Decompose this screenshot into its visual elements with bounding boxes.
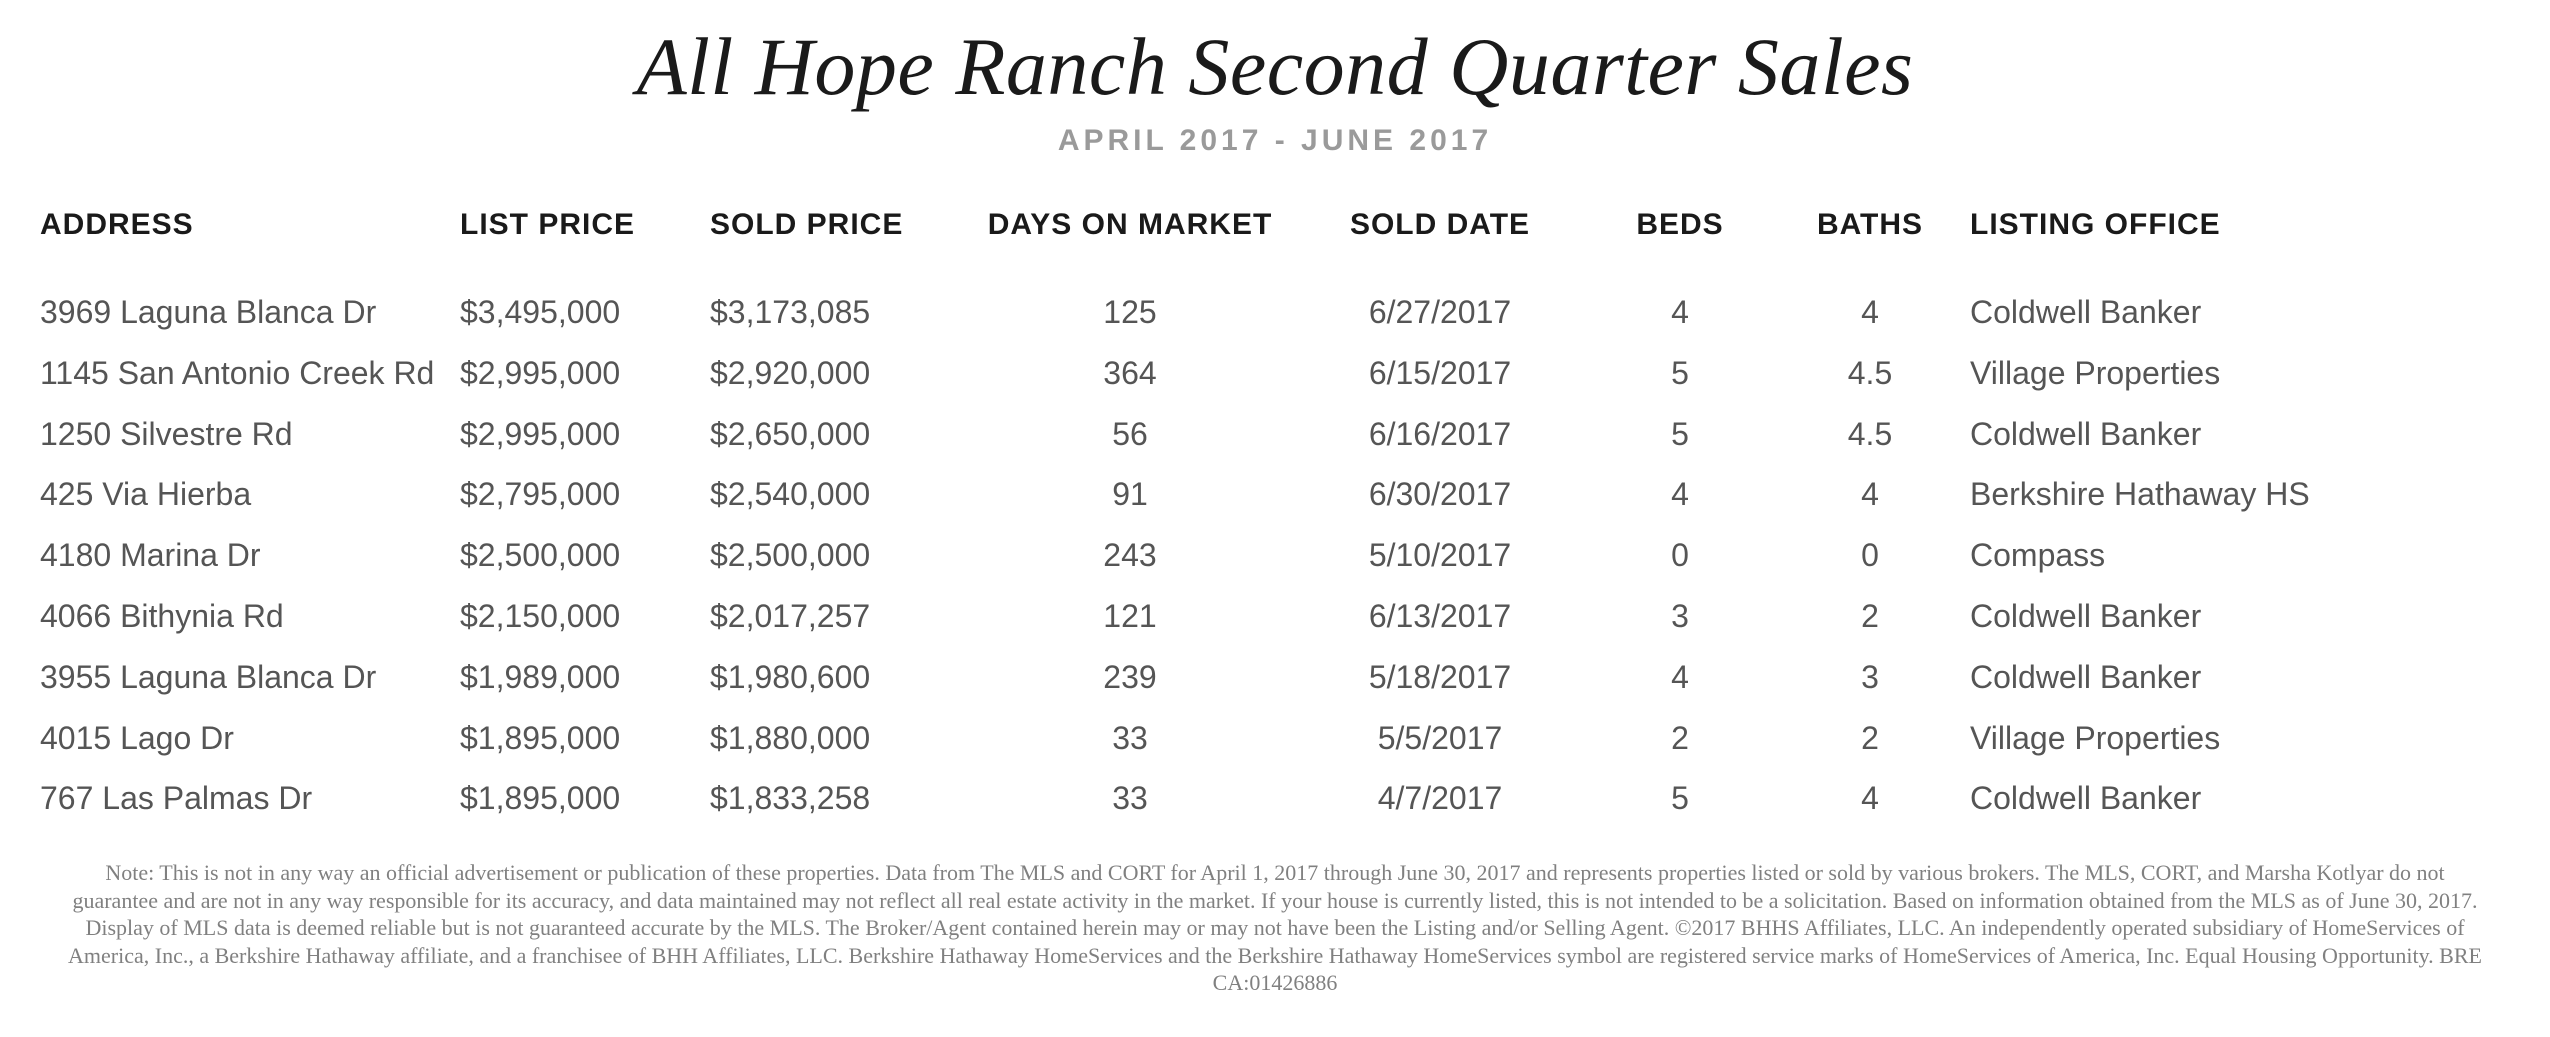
cell-list-price: $1,895,000 [460, 768, 710, 829]
cell-office: Coldwell Banker [1970, 586, 2510, 647]
cell-dom: 33 [970, 768, 1290, 829]
cell-address: 3955 Laguna Blanca Dr [40, 647, 460, 708]
cell-baths: 4 [1770, 464, 1970, 525]
cell-beds: 4 [1590, 282, 1770, 343]
cell-address: 425 Via Hierba [40, 464, 460, 525]
cell-beds: 5 [1590, 404, 1770, 465]
cell-list-price: $2,150,000 [460, 586, 710, 647]
cell-dom: 121 [970, 586, 1290, 647]
cell-address: 3969 Laguna Blanca Dr [40, 282, 460, 343]
cell-baths: 4.5 [1770, 404, 1970, 465]
table-row: 767 Las Palmas Dr $1,895,000 $1,833,258 … [40, 768, 2510, 829]
cell-sold-date: 5/5/2017 [1290, 708, 1590, 769]
col-header-beds: BEDS [1590, 208, 1770, 282]
cell-baths: 4 [1770, 282, 1970, 343]
sales-table: ADDRESS LIST PRICE SOLD PRICE DAYS ON MA… [40, 208, 2510, 829]
cell-office: Coldwell Banker [1970, 404, 2510, 465]
cell-sold-price: $2,500,000 [710, 525, 970, 586]
cell-sold-date: 6/27/2017 [1290, 282, 1590, 343]
cell-dom: 91 [970, 464, 1290, 525]
col-header-list-price: LIST PRICE [460, 208, 710, 282]
cell-baths: 3 [1770, 647, 1970, 708]
disclaimer-footnote: Note: This is not in any way an official… [40, 859, 2510, 997]
table-row: 1145 San Antonio Creek Rd $2,995,000 $2,… [40, 343, 2510, 404]
table-row: 1250 Silvestre Rd $2,995,000 $2,650,000 … [40, 404, 2510, 465]
table-row: 4015 Lago Dr $1,895,000 $1,880,000 33 5/… [40, 708, 2510, 769]
cell-list-price: $3,495,000 [460, 282, 710, 343]
cell-sold-date: 6/15/2017 [1290, 343, 1590, 404]
cell-beds: 5 [1590, 343, 1770, 404]
cell-address: 767 Las Palmas Dr [40, 768, 460, 829]
cell-beds: 4 [1590, 464, 1770, 525]
cell-sold-date: 5/10/2017 [1290, 525, 1590, 586]
cell-sold-price: $1,980,600 [710, 647, 970, 708]
page-subtitle: APRIL 2017 - JUNE 2017 [40, 124, 2510, 158]
col-header-sold-price: SOLD PRICE [710, 208, 970, 282]
page-title: All Hope Ranch Second Quarter Sales [40, 20, 2510, 114]
cell-beds: 5 [1590, 768, 1770, 829]
cell-sold-date: 4/7/2017 [1290, 768, 1590, 829]
col-header-baths: BATHS [1770, 208, 1970, 282]
cell-baths: 4 [1770, 768, 1970, 829]
cell-dom: 364 [970, 343, 1290, 404]
cell-address: 4015 Lago Dr [40, 708, 460, 769]
col-header-address: ADDRESS [40, 208, 460, 282]
cell-beds: 4 [1590, 647, 1770, 708]
cell-office: Compass [1970, 525, 2510, 586]
cell-baths: 0 [1770, 525, 1970, 586]
cell-sold-date: 6/30/2017 [1290, 464, 1590, 525]
table-body: 3969 Laguna Blanca Dr $3,495,000 $3,173,… [40, 282, 2510, 829]
cell-sold-price: $3,173,085 [710, 282, 970, 343]
table-header-row: ADDRESS LIST PRICE SOLD PRICE DAYS ON MA… [40, 208, 2510, 282]
cell-dom: 56 [970, 404, 1290, 465]
cell-list-price: $2,795,000 [460, 464, 710, 525]
cell-address: 1145 San Antonio Creek Rd [40, 343, 460, 404]
cell-office: Berkshire Hathaway HS [1970, 464, 2510, 525]
cell-office: Coldwell Banker [1970, 647, 2510, 708]
cell-list-price: $1,989,000 [460, 647, 710, 708]
cell-list-price: $1,895,000 [460, 708, 710, 769]
cell-beds: 0 [1590, 525, 1770, 586]
table-row: 4066 Bithynia Rd $2,150,000 $2,017,257 1… [40, 586, 2510, 647]
cell-list-price: $2,995,000 [460, 404, 710, 465]
cell-sold-price: $2,650,000 [710, 404, 970, 465]
cell-list-price: $2,500,000 [460, 525, 710, 586]
table-row: 3969 Laguna Blanca Dr $3,495,000 $3,173,… [40, 282, 2510, 343]
cell-baths: 4.5 [1770, 343, 1970, 404]
cell-sold-price: $1,880,000 [710, 708, 970, 769]
col-header-sold-date: SOLD DATE [1290, 208, 1590, 282]
cell-sold-price: $2,017,257 [710, 586, 970, 647]
cell-office: Village Properties [1970, 708, 2510, 769]
cell-sold-date: 5/18/2017 [1290, 647, 1590, 708]
cell-address: 4180 Marina Dr [40, 525, 460, 586]
cell-sold-price: $2,920,000 [710, 343, 970, 404]
cell-dom: 243 [970, 525, 1290, 586]
cell-sold-date: 6/16/2017 [1290, 404, 1590, 465]
col-header-days-on-market: DAYS ON MARKET [970, 208, 1290, 282]
col-header-listing-office: LISTING OFFICE [1970, 208, 2510, 282]
table-row: 4180 Marina Dr $2,500,000 $2,500,000 243… [40, 525, 2510, 586]
cell-dom: 33 [970, 708, 1290, 769]
cell-baths: 2 [1770, 586, 1970, 647]
cell-dom: 239 [970, 647, 1290, 708]
cell-office: Coldwell Banker [1970, 768, 2510, 829]
cell-address: 1250 Silvestre Rd [40, 404, 460, 465]
cell-sold-price: $1,833,258 [710, 768, 970, 829]
cell-beds: 3 [1590, 586, 1770, 647]
cell-address: 4066 Bithynia Rd [40, 586, 460, 647]
cell-office: Village Properties [1970, 343, 2510, 404]
cell-list-price: $2,995,000 [460, 343, 710, 404]
table-row: 3955 Laguna Blanca Dr $1,989,000 $1,980,… [40, 647, 2510, 708]
cell-sold-date: 6/13/2017 [1290, 586, 1590, 647]
cell-dom: 125 [970, 282, 1290, 343]
cell-office: Coldwell Banker [1970, 282, 2510, 343]
table-row: 425 Via Hierba $2,795,000 $2,540,000 91 … [40, 464, 2510, 525]
cell-beds: 2 [1590, 708, 1770, 769]
cell-baths: 2 [1770, 708, 1970, 769]
cell-sold-price: $2,540,000 [710, 464, 970, 525]
